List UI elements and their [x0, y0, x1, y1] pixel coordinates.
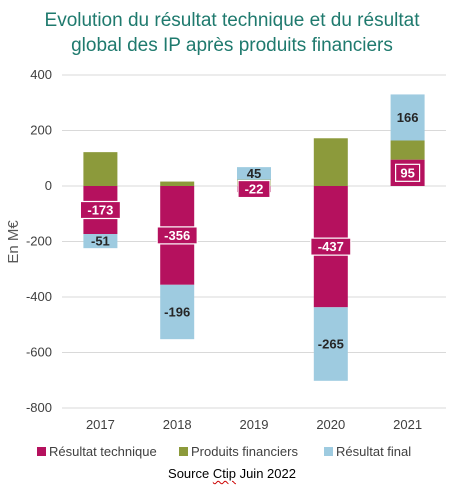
y-axis-ticks: 400 200 0 -200 -400 -600 -800: [26, 67, 52, 415]
y-tick-label: -600: [26, 345, 52, 360]
x-tick-label: 2019: [240, 417, 269, 432]
bar-2021-series-2: [390, 94, 425, 141]
y-tick-label: -400: [26, 289, 52, 304]
data-label-box-2017: [79, 200, 122, 220]
chart-title-line-1: Evolution du résultat technique et du ré…: [44, 10, 420, 31]
legend-label-0: Résultat technique: [49, 444, 157, 459]
data-label-2021-series-2: 166: [397, 110, 419, 125]
grid-lines: [62, 74, 446, 409]
y-tick-label: 400: [30, 67, 52, 82]
y-tick-label: 0: [45, 178, 52, 193]
x-tick-label: 2020: [316, 417, 345, 432]
y-axis-label: En M€: [5, 220, 22, 264]
y-tick-label: 200: [30, 123, 52, 138]
legend-swatch-0: [37, 447, 46, 456]
chart-title: Evolution du résultat technique et du ré…: [0, 8, 464, 58]
legend-swatch-1: [179, 447, 188, 456]
data-label-box-2019: [237, 179, 271, 199]
x-tick-label: 2017: [86, 417, 115, 432]
source-highlight: Ctip: [212, 466, 236, 481]
data-label-box-2021: [395, 163, 421, 182]
data-label-2019-series-0: -22: [245, 182, 264, 197]
bar-2018-series-1: [160, 181, 195, 186]
source-prefix: Source: [168, 466, 213, 481]
bar-2020-series-1: [313, 138, 348, 186]
data-label-2020-series-0: -437: [318, 239, 344, 254]
bar-2020-series-2: [313, 307, 348, 381]
y-tick-label: -800: [26, 400, 52, 415]
bars: [83, 94, 425, 381]
x-tick-label: 2021: [393, 417, 422, 432]
legend-label-1: Produits financiers: [191, 444, 298, 459]
y-tick-label: -200: [26, 234, 52, 249]
bar-2017-series-1: [83, 152, 118, 186]
source-suffix: Juin 2022: [235, 466, 296, 481]
x-axis-ticks: 2017 2018 2019 2020 2021: [86, 417, 422, 432]
bar-2018-series-2: [160, 284, 195, 340]
data-label-2017-series-0: -173: [87, 203, 113, 218]
data-label-2018-series-0: -356: [164, 228, 190, 243]
data-label-box-2018: [156, 226, 198, 245]
data-label-2020-series-2: -265: [318, 337, 344, 352]
data-label-2017-series-2: -51: [91, 234, 110, 249]
chart-title-line-2: global des IP après produits financiers: [71, 35, 393, 56]
data-label-box-2020: [310, 237, 352, 256]
legend-label-2: Résultat final: [336, 444, 411, 459]
bar-2019-series-2: [237, 167, 271, 180]
bar-2021-series-1: [390, 140, 425, 160]
data-label-2019-series-2: 45: [247, 166, 261, 181]
bar-2017-series-2: [83, 234, 118, 249]
legend-swatch-2: [324, 447, 333, 456]
data-label-2021-series-0: 95: [400, 165, 414, 180]
data-label-2018-series-2: -196: [164, 304, 190, 319]
x-tick-label: 2018: [163, 417, 192, 432]
source-note: Source Ctip Juin 2022: [0, 466, 464, 481]
legend: Résultat technique Produits financiers Rés…: [37, 444, 411, 459]
